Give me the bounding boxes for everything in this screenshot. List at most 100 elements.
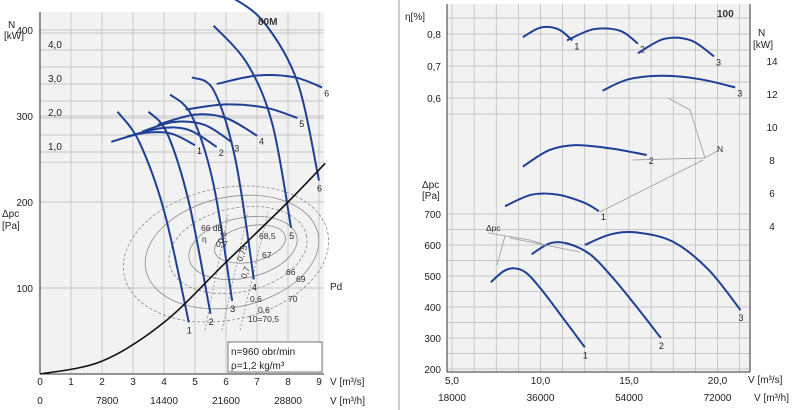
left-power-label-3: 3 [234, 143, 239, 153]
left-pressure-line-1 [116, 111, 190, 323]
right-flow-tick-s: 10,0 [531, 376, 551, 387]
left-power-line-6 [216, 74, 323, 89]
right-pressure-tick: 200 [424, 365, 441, 376]
system-curve-line [39, 162, 326, 375]
left-pressure-axis-unit: [Pa] [2, 221, 20, 232]
isoline-ellipse [122, 185, 330, 323]
right-pressure-label-3: 3 [739, 313, 744, 323]
right-efficiency-axis-label: η[%] [405, 12, 425, 23]
efficiency-label: 0,7 [238, 265, 252, 280]
left-flow-tick-s: 9 [316, 377, 322, 388]
left-power-label-4: 4 [259, 137, 264, 147]
left-flow-tick-s: 3 [130, 377, 136, 388]
right-flow-tick-h: 54000 [615, 393, 643, 404]
right-pressure-line-1 [490, 267, 586, 348]
left-plot-background [38, 12, 324, 374]
isoline-ellipse [144, 194, 320, 310]
left-model-title: 80M [258, 17, 277, 28]
left-flow-tick-s: 2 [99, 377, 105, 388]
left-pressure-tick: 200 [16, 198, 33, 209]
right-plot-background [447, 4, 750, 372]
right-model-title: 100 [717, 9, 734, 20]
left-flow-tick-s: 4 [161, 377, 167, 388]
leader-dpc [496, 235, 506, 266]
left-pressure-label-6: 6 [317, 184, 322, 194]
right-pressure-tick: 500 [424, 272, 441, 283]
efficiency-label: 0,6 [215, 230, 229, 245]
isoline-ray [239, 211, 269, 331]
left-power-label-6: 6 [324, 88, 329, 98]
left-pressure-line-2 [147, 110, 212, 314]
noise-label: 66 dB [201, 223, 224, 233]
left-flow-axis-label-h: V [m³/h] [330, 396, 365, 407]
left-pressure-label-4: 4 [252, 282, 257, 292]
right-power-axis-unit: [kW] [753, 40, 773, 51]
left-power-label-1: 1 [197, 146, 202, 156]
left-flow-tick-s: 1 [68, 377, 74, 388]
left-power-tick: 4,0 [48, 40, 62, 51]
right-efficiency-tick: 0,8 [427, 30, 441, 41]
left-flow-tick-h: 14400 [150, 396, 178, 407]
right-efficiency-curves: 1 23 [522, 25, 721, 67]
left-power-line-1 [111, 131, 196, 147]
leader-n [599, 159, 704, 213]
conditions-density: ρ=1,2 kg/m³ [231, 361, 285, 372]
left-flow-tick-s: 8 [285, 377, 291, 388]
right-flow-axis-label-s: V [m³/s] [748, 375, 783, 386]
right-flow-axis-label-h: V [m³/h] [754, 393, 789, 404]
efficiency-symbol: η [202, 234, 207, 244]
right-efficiency-line-1 [522, 25, 574, 42]
right-power-tick: 4 [769, 222, 775, 233]
right-pressure-tick: 600 [424, 241, 441, 252]
left-power-label-5: 5 [299, 119, 304, 129]
isoline-ellipse [188, 216, 298, 280]
left-power-tick: 2,0 [48, 108, 62, 119]
noise-label: 67 [262, 250, 272, 260]
right-flow-tick-s: 5,0 [445, 376, 459, 387]
right-efficiency-line-2 [566, 27, 639, 45]
right-power-tick: 8 [769, 156, 775, 167]
callout-power: N [717, 144, 723, 154]
right-efficiency-line-3 [637, 36, 715, 58]
right-pressure-curves: 1 2 3 [490, 230, 744, 360]
right-power-axis-label: N [758, 28, 765, 39]
left-flow-tick-h: 21600 [212, 396, 240, 407]
left-power-axis-unit: [kW] [4, 31, 24, 42]
efficiency-label: 0,6 [250, 294, 262, 304]
right-power-line-1 [504, 192, 600, 213]
noise-label: 70 [288, 294, 298, 304]
right-pressure-axis-label: Δpc [422, 180, 439, 191]
right-power-label-2: 2 [649, 156, 654, 166]
efficiency-label: 0,7 [216, 239, 228, 249]
left-power-line-5 [185, 103, 298, 119]
right-efficiency-label-1: 1 [574, 41, 579, 51]
right-power-line-3 [602, 74, 736, 92]
left-pressure-tick: 400 [16, 26, 33, 37]
isoline-ray [221, 211, 249, 331]
right-power-curves: 1 2 3 [504, 74, 742, 222]
left-power-tick: 3,0 [48, 74, 62, 85]
right-flow-tick-h: 72000 [704, 393, 732, 404]
right-pressure-tick: 400 [424, 303, 441, 314]
left-pressure-label-3: 3 [230, 304, 235, 314]
left-power-label-2: 2 [219, 148, 224, 158]
right-pressure-label-2: 2 [659, 341, 664, 351]
right-pressure-tick: 700 [424, 210, 441, 221]
left-pressure-label-1: 1 [187, 325, 192, 335]
left-flow-tick-h: 28800 [274, 396, 302, 407]
left-pressure-label-2: 2 [209, 317, 214, 327]
efficiency-isolines [122, 185, 330, 331]
left-power-tick: 1,0 [48, 142, 62, 153]
right-flow-tick-s: 20,0 [708, 376, 728, 387]
left-pressure-axis-label: Δpc [2, 209, 19, 220]
right-efficiency-tick: 0,7 [427, 62, 441, 73]
right-power-tick: 6 [769, 189, 775, 200]
right-power-tick: 14 [766, 57, 778, 68]
left-flow-tick-s: 0 [37, 377, 43, 388]
isoline-ray [204, 214, 229, 331]
left-system-curve [39, 162, 326, 375]
left-pressure-label-5: 5 [289, 231, 294, 241]
